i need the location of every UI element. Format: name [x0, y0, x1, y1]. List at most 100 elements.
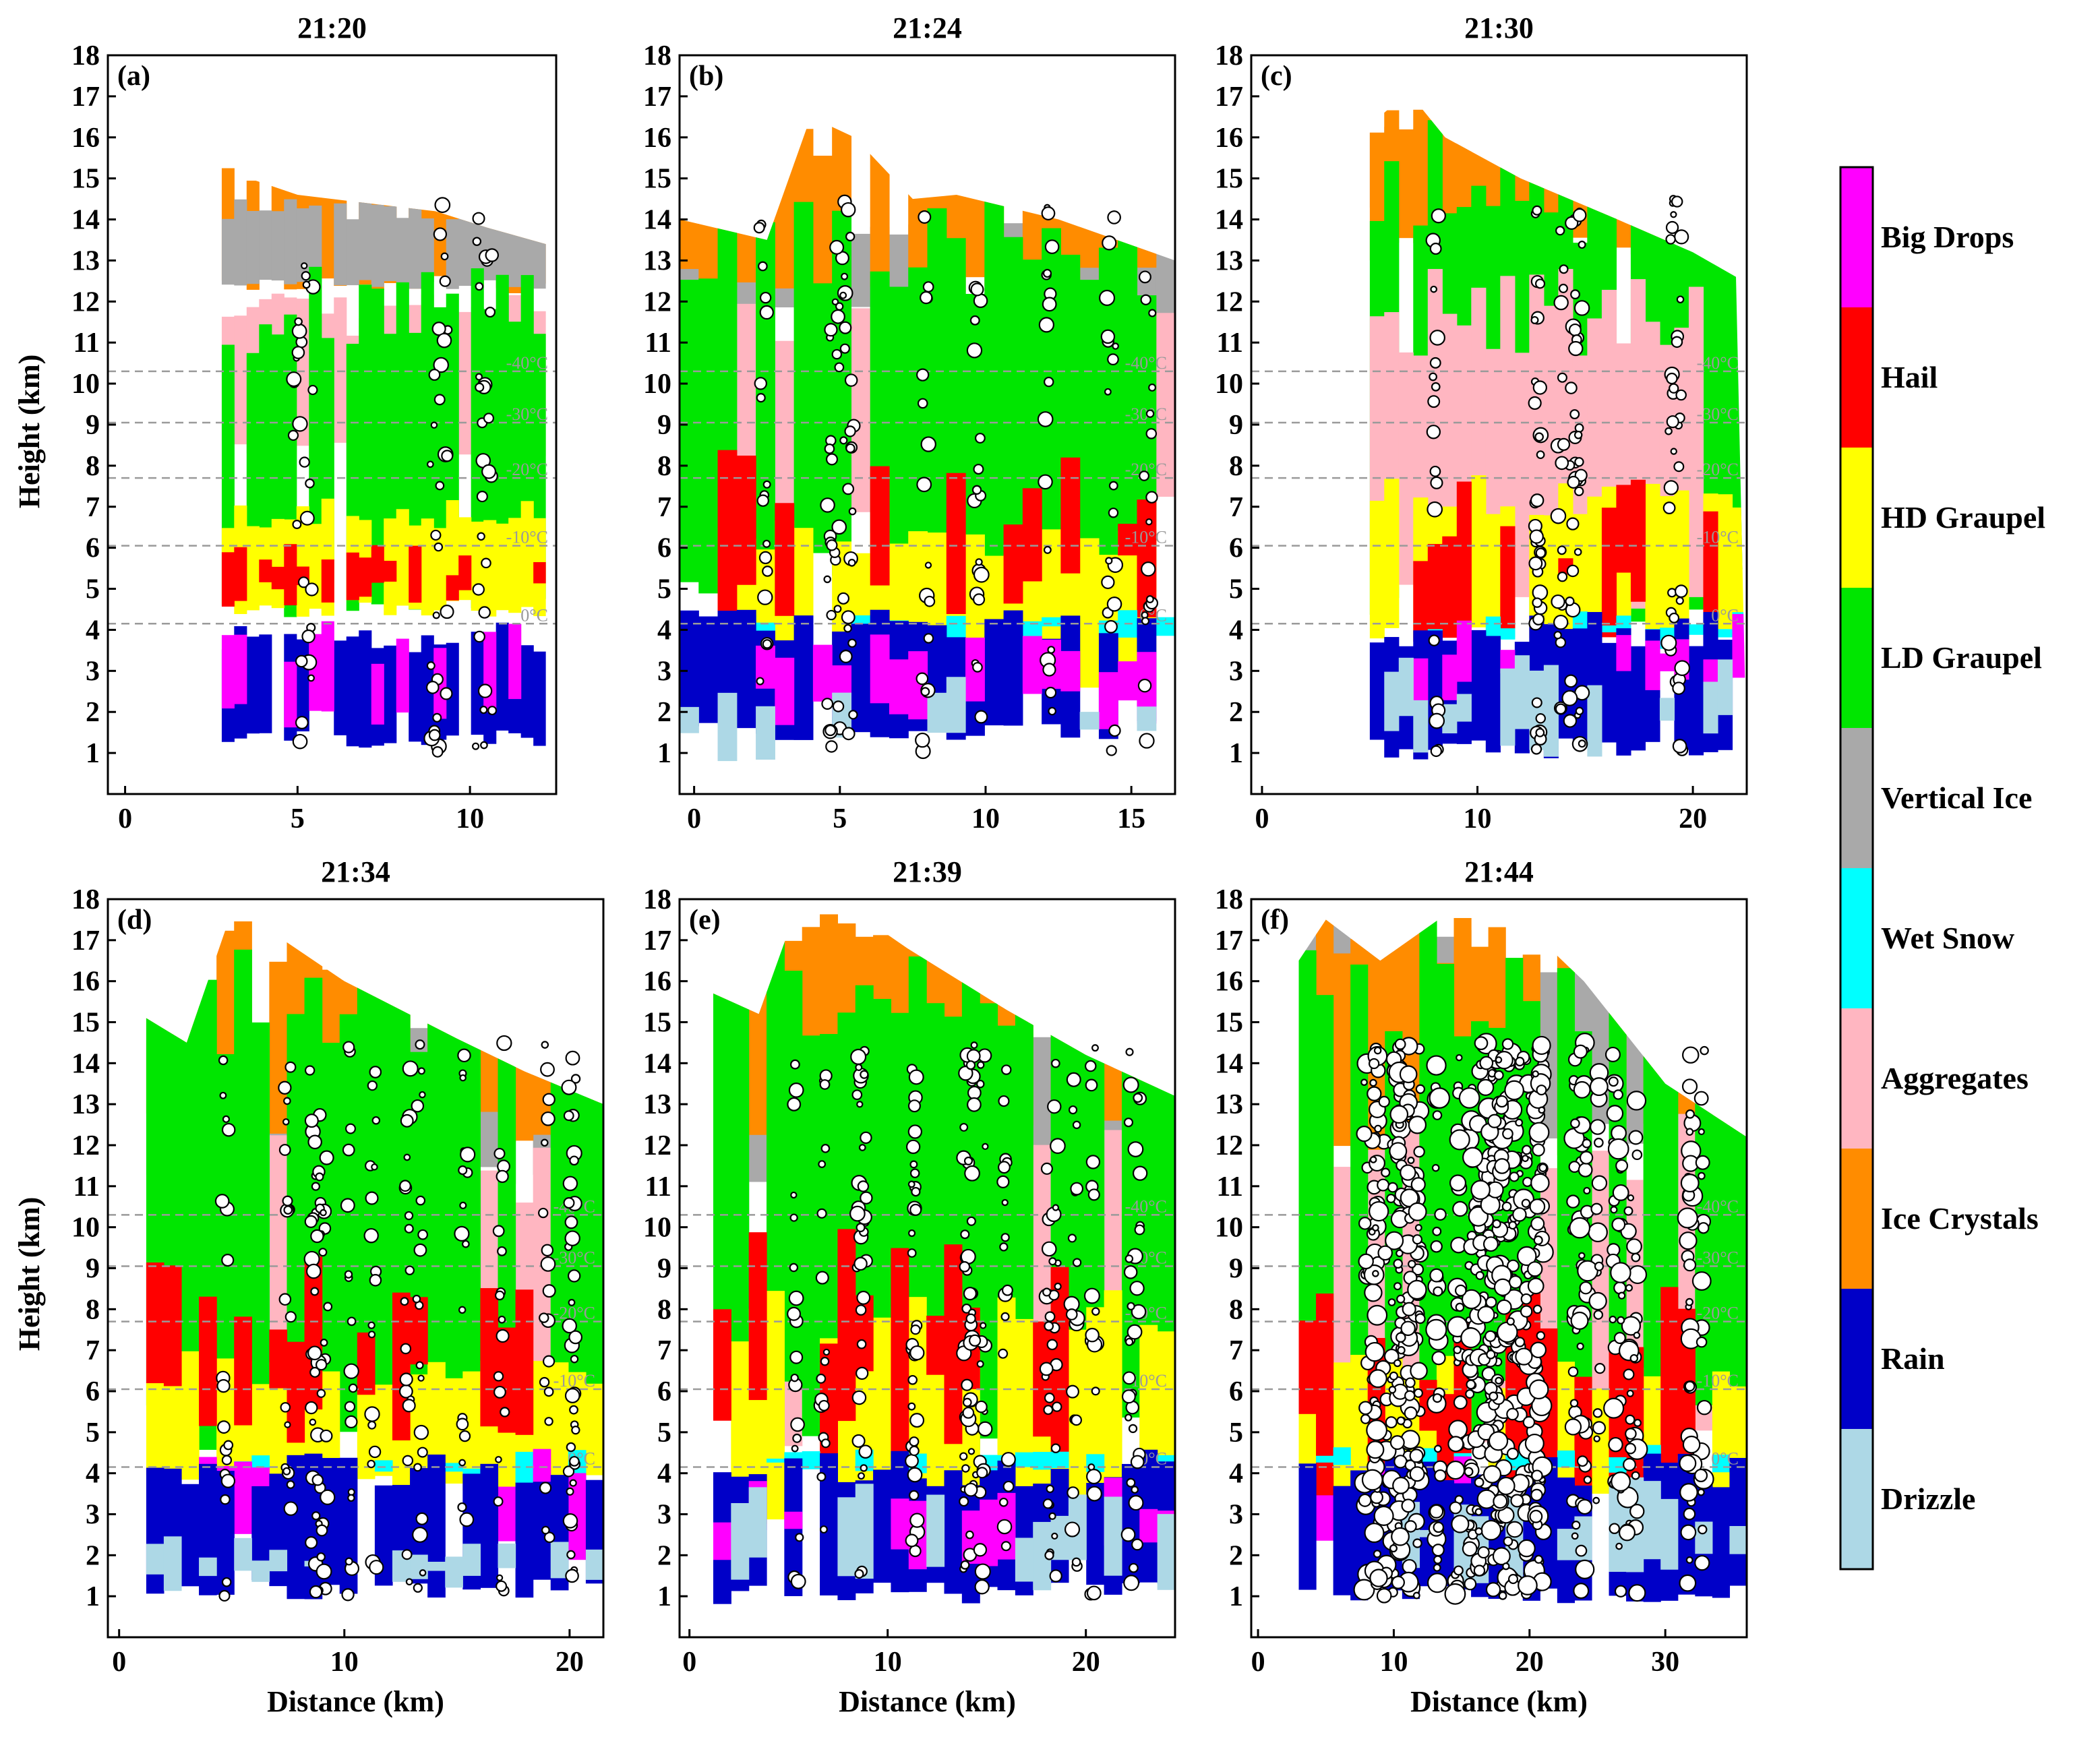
gate-marker [1623, 1368, 1635, 1380]
gate-marker [789, 1059, 800, 1070]
gate-marker [342, 1041, 355, 1054]
class-cell-drizzle [731, 1502, 750, 1580]
gate-marker [1698, 1171, 1706, 1180]
gate-marker [368, 1445, 382, 1459]
gate-marker [1120, 1527, 1136, 1542]
gate-marker [566, 1442, 576, 1453]
class-cell-hail [392, 1292, 411, 1440]
gate-marker [433, 227, 448, 241]
class-cell-big-drops [498, 1486, 516, 1542]
colorbar-label: Wet Snow [1881, 921, 2014, 955]
class-cell-rain [520, 645, 534, 738]
gate-marker [311, 1473, 324, 1486]
gate-marker [1431, 382, 1441, 392]
colorbar-swatch-ice-crystals [1840, 1149, 1873, 1289]
gate-marker [1408, 1116, 1427, 1134]
gate-marker [568, 1330, 583, 1345]
gate-marker [1449, 1129, 1470, 1151]
gate-marker [1589, 1077, 1609, 1097]
colorbar-label: Drizzle [1881, 1482, 1975, 1516]
gate-marker [907, 1180, 916, 1188]
gate-marker [1107, 210, 1121, 224]
class-cell-hd-graupel [483, 520, 497, 617]
gate-marker [1402, 1302, 1416, 1316]
y-tick-label: 5 [1229, 1418, 1243, 1449]
class-cell-drizzle [1659, 698, 1675, 721]
gate-marker [1358, 1401, 1373, 1415]
gate-marker [1578, 1252, 1586, 1260]
gate-marker [1685, 1128, 1694, 1136]
gate-marker [974, 1563, 991, 1580]
gate-marker [963, 1287, 977, 1301]
class-cell-hail [163, 1265, 182, 1386]
class-cell-drizzle [1419, 1529, 1437, 1537]
x-tick-label: 0 [118, 803, 132, 834]
gate-marker [920, 687, 930, 697]
gate-marker [1662, 501, 1676, 514]
y-tick-label: 12 [71, 286, 100, 317]
gate-marker [826, 609, 837, 621]
gate-marker [1412, 1234, 1422, 1245]
class-cell-rain [471, 632, 484, 735]
gate-marker [834, 362, 845, 373]
y-tick-label: 12 [1215, 1130, 1243, 1161]
class-cell-hail [221, 552, 235, 607]
marker-group [1425, 195, 1691, 758]
gate-marker [908, 1229, 916, 1238]
gate-marker [1666, 372, 1678, 385]
gate-marker [1372, 1224, 1379, 1231]
class-cell-drizzle [1729, 1525, 1747, 1554]
gate-marker [1429, 1087, 1451, 1109]
gate-marker [1573, 1583, 1590, 1599]
y-tick-label: 8 [1229, 1294, 1243, 1325]
panel-letter: (d) [117, 905, 152, 936]
colorbar-swatch-aggregates [1840, 1008, 1873, 1149]
gate-marker [1700, 1045, 1709, 1056]
class-cell-hail [717, 450, 738, 613]
gate-marker [1534, 432, 1544, 442]
gate-marker [472, 583, 485, 596]
gate-marker [291, 324, 307, 339]
gate-marker [1578, 241, 1586, 249]
gate-marker [1431, 208, 1446, 224]
gate-marker [221, 1455, 233, 1465]
y-tick-label: 7 [1229, 492, 1243, 523]
gate-marker [1477, 1306, 1495, 1324]
colorbar-swatch-rain [1840, 1289, 1873, 1429]
gate-marker [562, 1465, 575, 1477]
isotherm-label: -40°C [1125, 353, 1167, 373]
gate-marker [1376, 1587, 1392, 1604]
gate-marker [959, 1122, 969, 1132]
gate-marker [404, 1265, 415, 1275]
gate-marker [1358, 1493, 1372, 1507]
gate-marker [1679, 1483, 1698, 1502]
gate-marker [1372, 1270, 1379, 1277]
gate-marker [493, 1371, 504, 1382]
gate-marker [909, 1436, 920, 1447]
panel-2124: 21:24-40°C-30°C-20°C-10°C0°C(b)123456789… [643, 11, 1176, 834]
panels-layer: 21:20-40°C-30°C-20°C-10°C0°C(a)123456789… [71, 11, 1748, 1718]
gate-marker [841, 610, 856, 625]
gate-marker [1535, 278, 1546, 289]
class-cell-drizzle [498, 1544, 516, 1568]
gate-marker [1613, 1332, 1626, 1345]
gate-marker [543, 1531, 556, 1544]
gate-marker [341, 1588, 355, 1602]
gate-marker [1575, 706, 1584, 716]
class-cell-rain [1333, 1486, 1351, 1595]
gate-marker [820, 1356, 830, 1366]
gate-marker [1529, 1198, 1546, 1215]
y-tick-label: 12 [643, 286, 671, 317]
gate-marker [850, 1048, 867, 1065]
class-cell-big-drops [812, 644, 833, 702]
gate-marker [1666, 415, 1679, 429]
class-cell-drizzle [1398, 657, 1414, 717]
gate-marker [920, 291, 933, 305]
gate-marker [999, 1242, 1009, 1252]
class-cell-hail [736, 455, 756, 585]
class-cell-ld-graupel [371, 288, 384, 605]
gate-marker [1625, 1428, 1637, 1440]
class-cell-hail [234, 547, 247, 601]
gate-marker [311, 1511, 321, 1521]
gate-marker [1610, 1206, 1618, 1214]
